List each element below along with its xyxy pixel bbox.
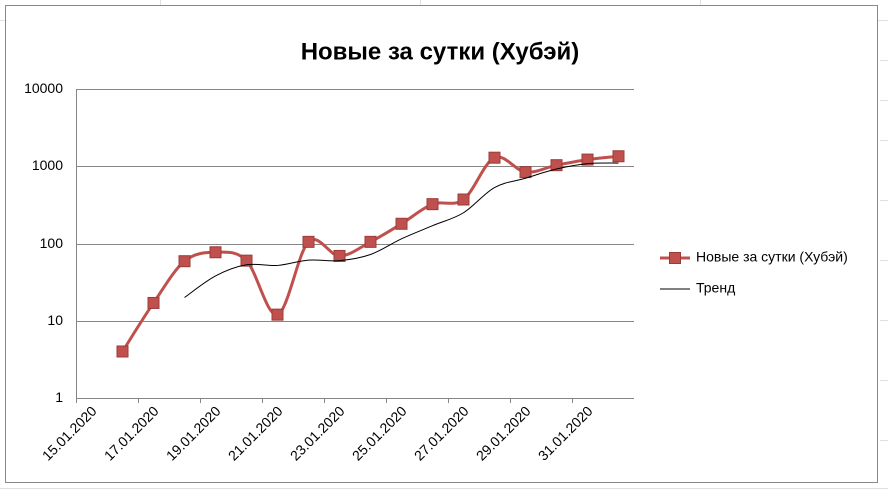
y-tick-label: 100 <box>40 235 64 251</box>
marker <box>612 150 625 163</box>
marker <box>240 254 253 267</box>
marker <box>550 159 563 172</box>
marker <box>209 246 222 259</box>
marker <box>426 198 439 211</box>
legend-label: Тренд <box>696 280 735 296</box>
legend-marker <box>669 252 681 264</box>
marker <box>271 308 284 321</box>
marker <box>178 255 191 268</box>
legend-label: Новые за сутки (Хубэй) <box>696 249 848 265</box>
marker <box>457 193 470 206</box>
marker <box>147 296 160 309</box>
marker <box>302 235 315 248</box>
marker <box>581 153 594 166</box>
chart-title: Новые за сутки (Хубэй) <box>301 38 580 65</box>
marker <box>333 249 346 262</box>
marker <box>364 235 377 248</box>
trend-line <box>184 162 619 298</box>
marker <box>395 217 408 230</box>
y-tick-label: 1000 <box>32 157 63 173</box>
y-tick-label: 10 <box>47 312 63 328</box>
marker <box>519 166 532 179</box>
marker <box>116 345 129 358</box>
y-tick-label: 1 <box>55 389 63 405</box>
y-tick-label: 10000 <box>24 80 63 96</box>
marker <box>488 151 501 164</box>
